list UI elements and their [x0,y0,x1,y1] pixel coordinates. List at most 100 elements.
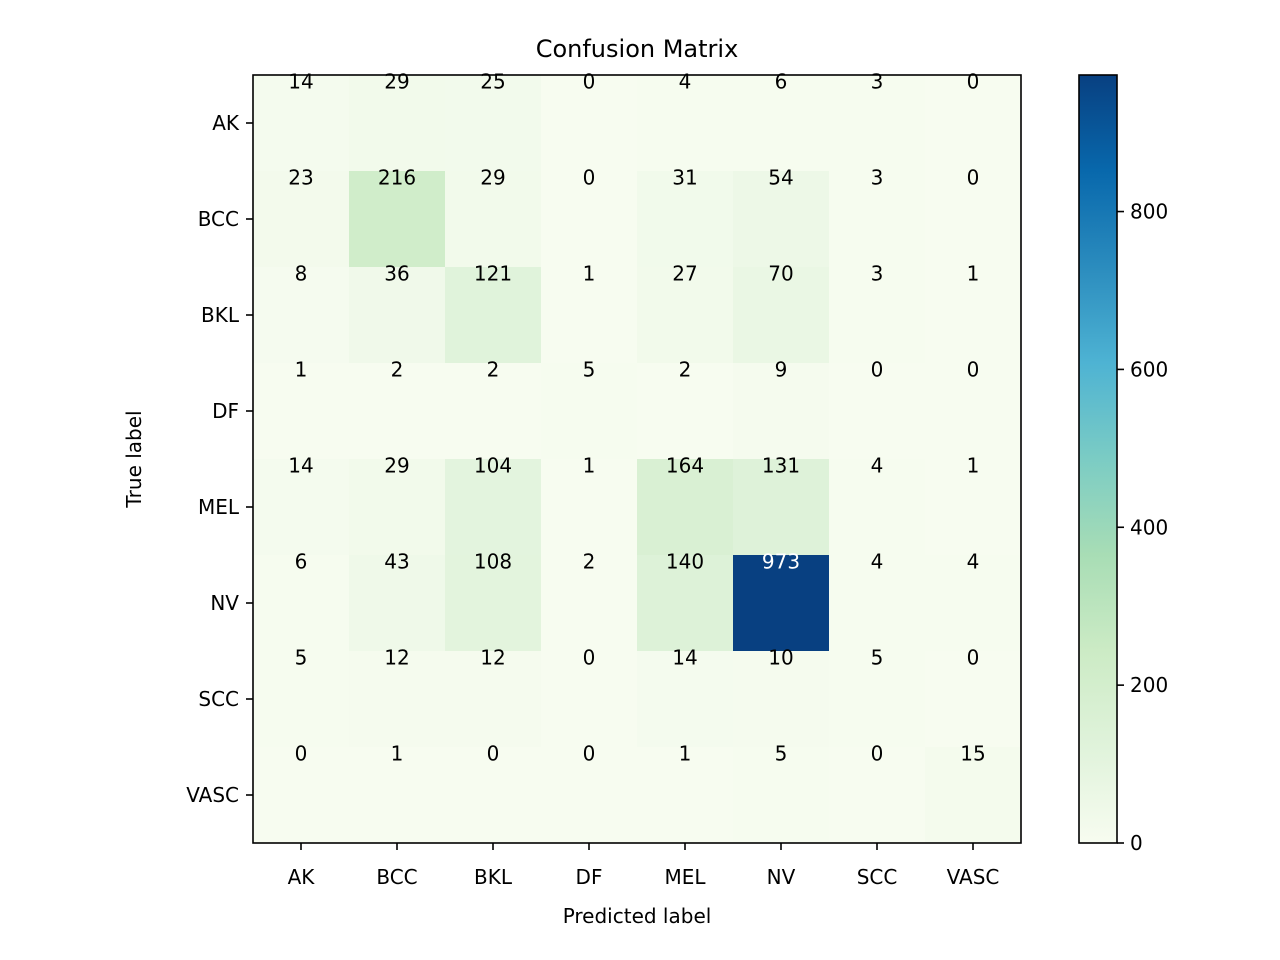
y-tick-label-2: BKL [201,303,240,327]
x-tick-label-7: VASC [947,865,1000,889]
cell-5-2 [445,555,542,652]
cell-5-3 [541,555,638,652]
cell-5-4 [637,555,734,652]
cell-label-7-3: 0 [583,742,596,766]
cell-3-1 [349,363,446,460]
cell-7-3 [541,747,638,844]
cell-1-6 [829,171,926,268]
cell-label-2-6: 3 [871,262,884,286]
cell-label-5-4: 140 [666,550,704,574]
cell-label-6-7: 0 [967,646,980,670]
cell-label-4-1: 29 [384,454,409,478]
cell-label-4-2: 104 [474,454,512,478]
cell-label-2-4: 27 [672,262,697,286]
cell-label-1-6: 3 [871,166,884,190]
cell-0-1 [349,75,446,172]
cell-5-1 [349,555,446,652]
cell-4-0 [253,459,350,556]
x-tick-label-3: DF [576,865,603,889]
cell-label-5-2: 108 [474,550,512,574]
cell-2-3 [541,267,638,364]
cell-label-2-0: 8 [295,262,308,286]
cell-label-4-5: 131 [762,454,800,478]
cell-4-4 [637,459,734,556]
cell-7-6 [829,747,926,844]
matrix-cells [253,75,1022,844]
cell-1-5 [733,171,830,268]
y-tick-label-7: VASC [186,783,239,807]
cell-label-0-4: 4 [679,70,692,94]
cell-label-7-0: 0 [295,742,308,766]
cell-6-2 [445,651,542,748]
cell-label-2-1: 36 [384,262,409,286]
colorbar-tick-label-4: 800 [1130,200,1168,224]
cell-label-5-0: 6 [295,550,308,574]
cell-5-5 [733,555,830,652]
colorbar-ticks: 0 200 400 600 800 [1117,200,1168,855]
cell-2-6 [829,267,926,364]
x-tick-label-4: MEL [664,865,706,889]
cell-3-7 [925,363,1022,460]
cell-label-7-7: 15 [960,742,985,766]
cell-5-7 [925,555,1022,652]
cell-0-3 [541,75,638,172]
cell-2-7 [925,267,1022,364]
cell-6-7 [925,651,1022,748]
cell-2-1 [349,267,446,364]
y-tick-label-4: MEL [198,495,240,519]
cell-3-4 [637,363,734,460]
cell-1-7 [925,171,1022,268]
x-tick-label-2: BKL [474,865,513,889]
cell-6-6 [829,651,926,748]
cell-label-2-7: 1 [967,262,980,286]
cell-1-0 [253,171,350,268]
cell-label-6-2: 12 [480,646,505,670]
cell-label-3-2: 2 [487,358,500,382]
cell-label-0-6: 3 [871,70,884,94]
cell-label-5-7: 4 [967,550,980,574]
cell-label-1-0: 23 [288,166,313,190]
cell-label-1-7: 0 [967,166,980,190]
matrix-frame [252,74,1022,844]
cell-label-3-4: 2 [679,358,692,382]
y-tick-label-3: DF [212,399,239,423]
colorbar-tick-label-0: 0 [1130,831,1143,855]
cell-7-5 [733,747,830,844]
cell-1-1 [349,171,446,268]
cell-3-3 [541,363,638,460]
cell-1-3 [541,171,638,268]
cell-1-2 [445,171,542,268]
cell-label-5-6: 4 [871,550,884,574]
cell-2-5 [733,267,830,364]
cell-label-1-3: 0 [583,166,596,190]
cell-3-2 [445,363,542,460]
cell-7-1 [349,747,446,844]
cell-label-6-6: 5 [871,646,884,670]
cell-6-0 [253,651,350,748]
cell-label-7-4: 1 [679,742,692,766]
cell-label-0-3: 0 [583,70,596,94]
cell-label-3-5: 9 [775,358,788,382]
cell-label-3-3: 5 [583,358,596,382]
x-tick-label-6: SCC [857,865,898,889]
cell-0-2 [445,75,542,172]
cell-4-6 [829,459,926,556]
cell-label-3-7: 0 [967,358,980,382]
cell-0-7 [925,75,1022,172]
colorbar-tick-label-3: 600 [1130,357,1168,381]
chart-title: Confusion Matrix [536,35,739,63]
cell-5-0 [253,555,350,652]
cell-label-7-2: 0 [487,742,500,766]
cell-7-2 [445,747,542,844]
cell-label-2-2: 121 [474,262,512,286]
cell-0-5 [733,75,830,172]
cell-label-3-6: 0 [871,358,884,382]
y-tick-label-1: BCC [198,207,239,231]
x-axis-ticks: AK BCC BKL DF MEL NV SCC VASC [288,843,1000,889]
cell-0-6 [829,75,926,172]
cell-label-0-1: 29 [384,70,409,94]
cell-3-0 [253,363,350,460]
cell-1-4 [637,171,734,268]
y-tick-label-0: AK [212,111,240,135]
cell-label-4-6: 4 [871,454,884,478]
